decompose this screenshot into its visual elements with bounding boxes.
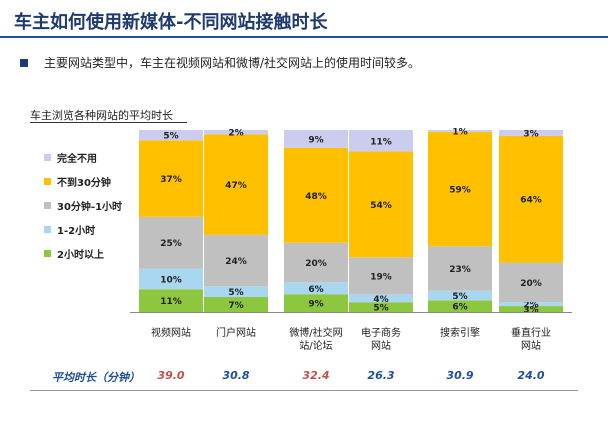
category-label: 视频网站 xyxy=(151,326,191,339)
bar-segment xyxy=(204,286,268,298)
bar-segment xyxy=(284,130,348,148)
data-label: 1% xyxy=(452,127,467,137)
data-label: 9% xyxy=(308,300,323,310)
legend-item: 不到30分钟 xyxy=(44,174,111,189)
data-label: 48% xyxy=(305,192,327,202)
data-label: 6% xyxy=(452,303,467,313)
average-duration-value: 39.0 xyxy=(157,369,185,382)
category-label: 网站 xyxy=(521,339,541,352)
data-label: 10% xyxy=(160,275,182,285)
bullet-text: 主要网站类型中，车主在视频网站和微博/社交网站上的使用时间较多。 xyxy=(44,56,421,70)
legend-swatch xyxy=(44,250,51,257)
data-label: 47% xyxy=(225,181,247,191)
bar-segment xyxy=(284,282,348,295)
category-label: 垂直行业 xyxy=(511,326,551,339)
legend-item: 1-2小时 xyxy=(44,222,95,237)
average-duration-value: 32.4 xyxy=(302,369,330,382)
average-duration-value: 30.8 xyxy=(222,369,250,382)
bar-segment xyxy=(139,289,203,312)
bar-segment xyxy=(204,134,268,235)
data-label: 64% xyxy=(520,196,542,206)
category-label: 搜索引擎 xyxy=(440,326,480,339)
bottom-divider xyxy=(30,390,578,391)
data-label: 5% xyxy=(452,292,467,302)
data-label: 3% xyxy=(523,306,538,316)
data-label: 59% xyxy=(449,186,471,196)
bar-segment xyxy=(139,140,203,217)
chart-title-underline xyxy=(30,122,187,123)
legend-swatch xyxy=(44,202,51,209)
data-label: 11% xyxy=(370,137,392,147)
bar-segment xyxy=(499,135,563,263)
category-label: 电子商务 xyxy=(361,326,401,339)
bar-segment xyxy=(284,147,348,243)
legend-swatch xyxy=(44,154,51,161)
data-label: 5% xyxy=(228,288,243,298)
bar-segment xyxy=(499,302,563,307)
data-label: 2% xyxy=(523,301,538,311)
bar-segment xyxy=(284,294,348,312)
data-label: 37% xyxy=(160,175,182,185)
legend-label: 30分钟-1小时 xyxy=(57,202,123,213)
legend-item: 30分钟-1小时 xyxy=(44,198,122,213)
legend-item: 2小时以上 xyxy=(44,246,104,261)
legend-label: 完全不用 xyxy=(57,154,97,165)
bar-segment xyxy=(428,131,492,247)
data-label: 54% xyxy=(370,201,392,211)
category-label: 站/论坛 xyxy=(299,339,332,352)
legend-item: 完全不用 xyxy=(44,150,97,165)
category-label: 微博/社交网 xyxy=(289,326,342,339)
data-label: 4% xyxy=(373,295,388,305)
bar-segment xyxy=(428,246,492,291)
data-label: 23% xyxy=(449,265,471,275)
data-label: 6% xyxy=(308,285,323,295)
bar-segment xyxy=(139,130,203,141)
data-label: 5% xyxy=(373,304,388,314)
data-label: 3% xyxy=(523,129,538,139)
bar-segment xyxy=(204,297,268,312)
data-label: 20% xyxy=(305,259,327,269)
data-label: 11% xyxy=(160,297,182,307)
bar-segment xyxy=(204,234,268,287)
average-duration-value: 30.9 xyxy=(446,369,474,382)
bar-segment xyxy=(499,306,563,312)
bar-segment xyxy=(349,130,413,152)
title-divider xyxy=(0,36,608,38)
data-label: 5% xyxy=(163,132,178,142)
legend-swatch xyxy=(44,178,51,185)
data-label: 9% xyxy=(308,135,323,145)
data-label: 2% xyxy=(228,129,243,139)
bullet-marker xyxy=(20,59,28,67)
bar-segment xyxy=(349,257,413,295)
legend-label: 不到30分钟 xyxy=(57,178,111,189)
bar-segment xyxy=(349,294,413,303)
bar-segment xyxy=(204,130,268,135)
data-label: 25% xyxy=(160,239,182,249)
legend-label: 2小时以上 xyxy=(57,250,104,261)
average-duration-value: 24.0 xyxy=(517,369,545,382)
data-label: 19% xyxy=(370,272,392,282)
legend-label: 1-2小时 xyxy=(57,226,96,237)
average-duration-label: 平均时长（分钟） xyxy=(52,371,140,384)
average-duration-value: 26.3 xyxy=(367,369,395,382)
data-label: 20% xyxy=(520,279,542,289)
page-title: 车主如何使用新媒体-不同网站接触时长 xyxy=(14,12,328,33)
bar-segment xyxy=(139,216,203,269)
bar-segment xyxy=(349,151,413,258)
category-label: 门户网站 xyxy=(216,326,256,339)
legend-swatch xyxy=(44,226,51,233)
bar-segment xyxy=(428,130,492,132)
bar-segment xyxy=(499,130,563,136)
data-label: 24% xyxy=(225,257,247,267)
bar-segment xyxy=(139,268,203,290)
category-label: 网站 xyxy=(371,339,391,352)
bar-segment xyxy=(428,290,492,301)
bar-segment xyxy=(284,242,348,283)
bar-segment xyxy=(428,300,492,312)
chart-title: 车主浏览各种网站的平均时长 xyxy=(30,109,173,122)
bar-segment xyxy=(349,302,413,312)
data-label: 7% xyxy=(228,301,243,311)
bar-segment xyxy=(499,262,563,303)
